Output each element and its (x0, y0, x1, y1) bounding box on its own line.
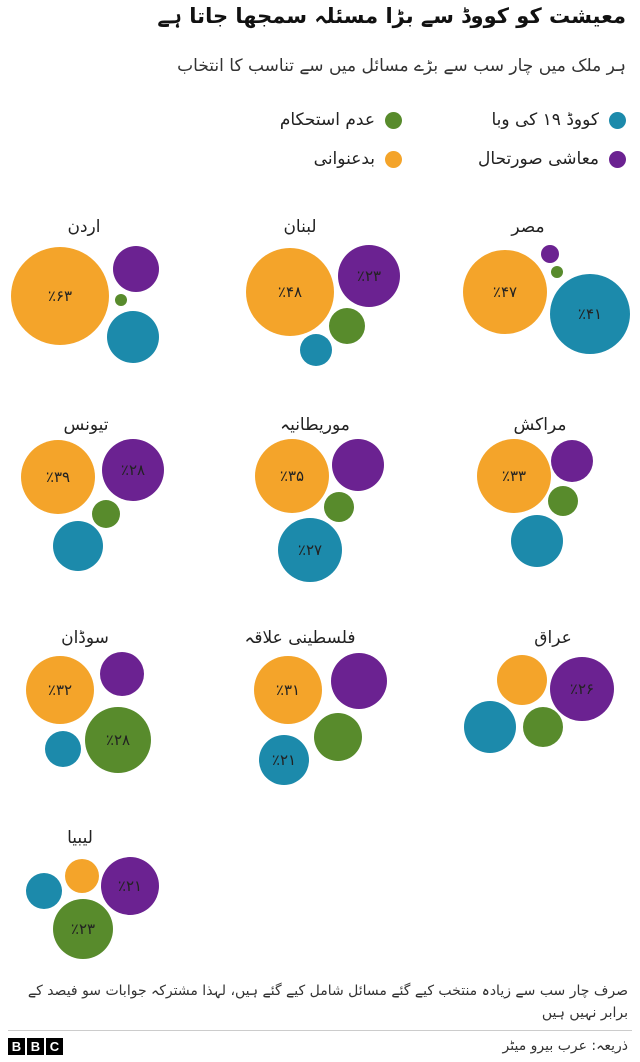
bubble-covid (464, 701, 516, 753)
bubble-instability (314, 713, 362, 761)
legend-dot-corruption (385, 150, 402, 168)
country-name: عراق (534, 628, 571, 648)
country-name: لبنان (283, 217, 316, 237)
bubble-corruption (497, 655, 547, 705)
bubble-value-label: ٪۲۷ (298, 541, 322, 559)
country-name: مصر (510, 217, 544, 237)
country-cluster: ٪۶۳ اردن (11, 217, 159, 363)
bubble-covid (511, 515, 563, 567)
country-name: لیبیا (67, 828, 93, 848)
chart-title: معیشت کو کووڈ سے بڑا مسئلہ سمجھا جاتا ہے (157, 4, 626, 28)
bubble-value-label: ٪۳۹ (46, 468, 70, 486)
bubble-corruption (246, 248, 334, 336)
bubble-economy (331, 653, 387, 709)
bubble-value-label: ٪۲۸ (106, 731, 130, 749)
bbc-logo-letter-1: B (8, 1038, 25, 1055)
bubble-economy (113, 246, 159, 292)
legend-dot-instability (385, 111, 402, 129)
country-name: فلسطینی علاقہ (244, 628, 355, 648)
bubble-instability (548, 486, 578, 516)
legend-label-corruption: بدعنوانی (313, 149, 375, 169)
country-name: سوڈان (61, 628, 109, 648)
legend-dot-economy (609, 150, 626, 168)
bubble-economy (102, 439, 164, 501)
bubble-covid (26, 873, 62, 909)
bubble-corruption (254, 656, 322, 724)
bubble-value-label: ٪۲۳ (357, 267, 381, 285)
legend-dot-covid (609, 111, 626, 129)
bubble-covid (107, 311, 159, 363)
bubble-corruption (255, 439, 329, 513)
country-cluster: ٪۴۱ ٪۴۷ مصر (463, 217, 630, 354)
legend-item-covid: کووڈ ۱۹ کی وبا (491, 107, 626, 133)
legend-label-economy: معاشی صورتحال (478, 149, 599, 169)
bubble-covid (300, 334, 332, 366)
bubble-economy (550, 657, 614, 721)
bubble-covid (259, 735, 309, 785)
country-cluster: ٪۲۸ ٪۳۲ سوڈان (26, 628, 151, 773)
country-cluster: ٪۲۷ ٪۳۵ موریطانیہ (255, 415, 384, 582)
bubble-chart: ٪۴۱ ٪۴۷ مصر ٪۲۳ ٪۴۸ لبنان ٪۶۳ اردن ٪۳۳ مراکش ٪۲۷ ٪۳… (11, 217, 630, 959)
country-cluster: ٪۲۳ ٪۴۸ لبنان (246, 217, 400, 366)
bbc-logo-letter-2: B (27, 1038, 44, 1055)
bubble-corruption (26, 656, 94, 724)
bubble-corruption (21, 440, 95, 514)
country-name: مراکش (514, 415, 567, 435)
legend-item-economy: معاشی صورتحال (478, 146, 626, 172)
bubble-value-label: ٪۴۱ (578, 305, 602, 323)
bubble-value-label: ٪۲۶ (570, 680, 594, 698)
bubble-instability (523, 707, 563, 747)
country-cluster: ٪۲۳ ٪۲۱ لیبیا (26, 828, 159, 959)
bubble-value-label: ٪۳۳ (502, 467, 526, 485)
bubble-economy (101, 857, 159, 915)
bubble-covid (53, 521, 103, 571)
bubble-instability (53, 899, 113, 959)
source-credit: ذریعہ: عرب بیرو میٹر (502, 1038, 628, 1054)
bubble-corruption (65, 859, 99, 893)
bbc-logo: B B C (8, 1038, 63, 1055)
country-name: اردن (68, 217, 101, 237)
bubble-instability (115, 294, 127, 306)
bubble-economy (338, 245, 400, 307)
bubble-economy (541, 245, 559, 263)
legend-item-corruption: بدعنوانی (314, 146, 402, 172)
country-name: تیونس (63, 415, 108, 435)
country-cluster: ٪۲۱ ٪۳۱ فلسطینی علاقہ (244, 628, 387, 785)
bubble-value-label: ٪۲۱ (118, 877, 142, 895)
bubble-value-label: ٪۳۱ (276, 681, 300, 699)
legend-label-instability: عدم استحکام (279, 110, 375, 130)
legend-label-covid: کووڈ ۱۹ کی وبا (491, 110, 599, 130)
bubble-instability (85, 707, 151, 773)
country-cluster: ٪۲۶ عراق (464, 628, 614, 753)
bubble-corruption (477, 439, 551, 513)
bubble-value-label: ٪۳۵ (280, 467, 304, 485)
bubble-instability (329, 308, 365, 344)
country-cluster: ٪۲۸ ٪۳۹ تیونس (21, 415, 164, 571)
country-name: موریطانیہ (280, 415, 350, 435)
bubble-value-label: ٪۶۳ (48, 287, 72, 305)
bubble-value-label: ٪۴۸ (278, 283, 302, 301)
bubble-value-label: ٪۳۲ (48, 681, 72, 699)
bubble-instability (92, 500, 120, 528)
bubble-covid (278, 518, 342, 582)
bubble-value-label: ٪۲۳ (71, 920, 95, 938)
bubble-economy (100, 652, 144, 696)
country-cluster: ٪۳۳ مراکش (477, 415, 593, 567)
legend-item-instability: عدم استحکام (280, 107, 402, 133)
bubble-corruption (11, 247, 109, 345)
bubble-value-label: ٪۲۱ (272, 751, 296, 769)
bubble-value-label: ٪۲۸ (121, 461, 145, 479)
footnote: صرف چار سب سے زیادہ منتخب کیے گئے مسائل … (27, 983, 628, 1021)
bubble-value-label: ٪۴۷ (493, 283, 517, 301)
bubble-economy (332, 439, 384, 491)
bubble-corruption (463, 250, 547, 334)
bubble-instability (551, 266, 563, 278)
bubble-economy (551, 440, 593, 482)
footer-divider (8, 1030, 632, 1031)
bubble-covid (45, 731, 81, 767)
bubble-instability (324, 492, 354, 522)
bubble-covid (550, 274, 630, 354)
bbc-logo-letter-3: C (46, 1038, 63, 1055)
chart-subtitle: ہر ملک میں چار سب سے بڑے مسائل میں سے تن… (177, 56, 626, 76)
